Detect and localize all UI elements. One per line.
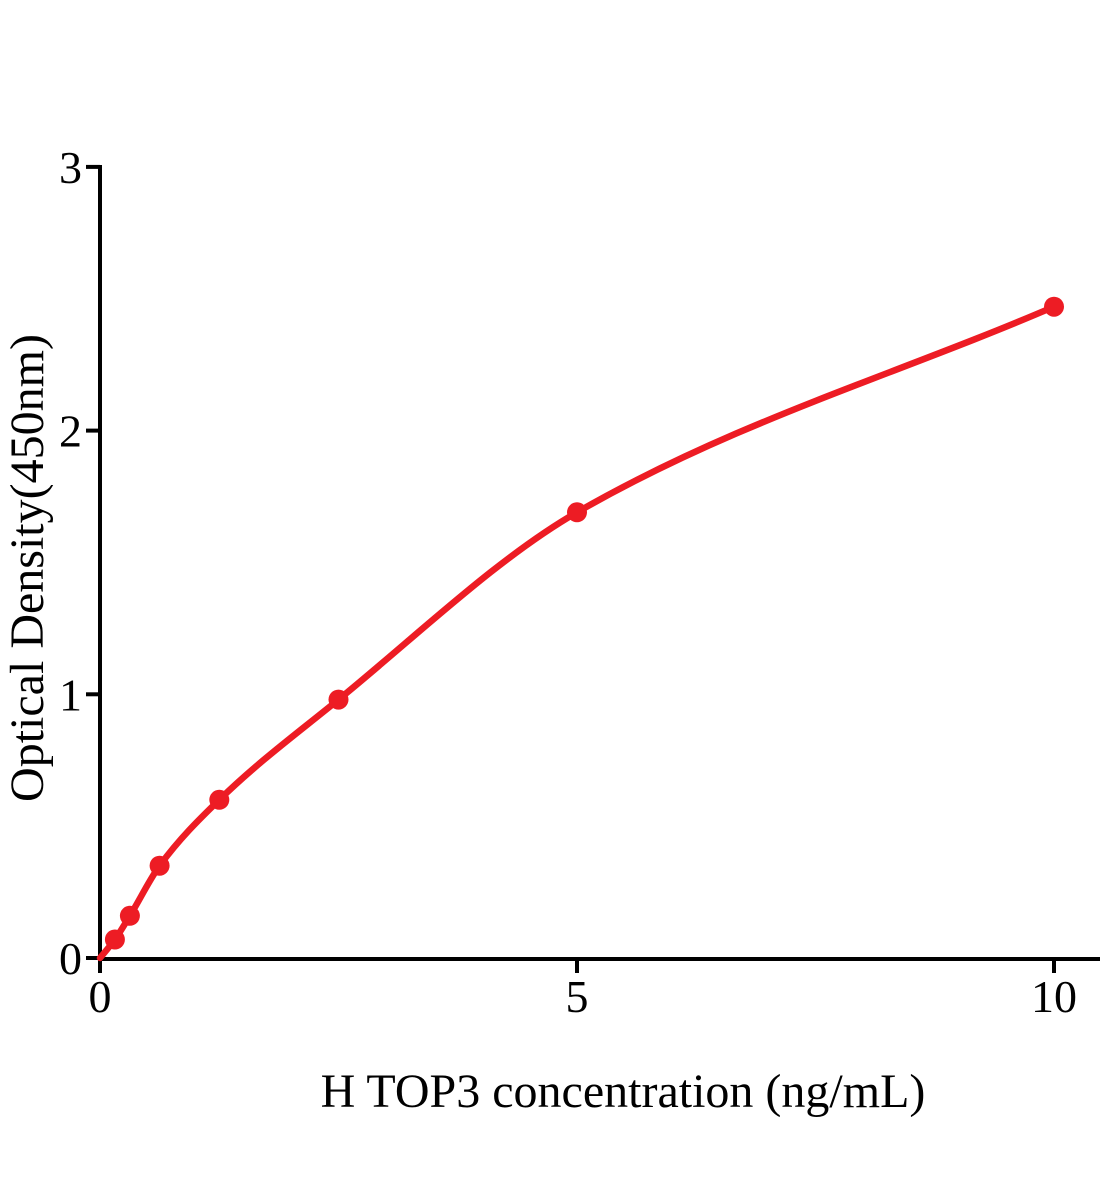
y-tick-label: 0 — [59, 933, 82, 984]
x-axis-title: H TOP3 concentration (ng/mL) — [320, 1065, 926, 1118]
y-tick-label: 2 — [59, 406, 82, 457]
x-tick-label: 5 — [566, 971, 589, 1022]
y-tick-label: 3 — [59, 142, 82, 193]
data-point — [328, 689, 349, 710]
data-point — [104, 929, 125, 950]
data-point — [149, 855, 170, 876]
data-point — [567, 502, 587, 523]
x-tick-label: 0 — [89, 971, 112, 1022]
data-point — [1044, 296, 1064, 317]
y-axis-title: Optical Density(450nm) — [1, 334, 54, 802]
x-tick-label: 10 — [1031, 971, 1077, 1022]
y-tick-label: 1 — [59, 669, 82, 720]
data-point — [209, 789, 230, 810]
data-point — [119, 905, 140, 926]
standard-curve — [96, 303, 1058, 962]
